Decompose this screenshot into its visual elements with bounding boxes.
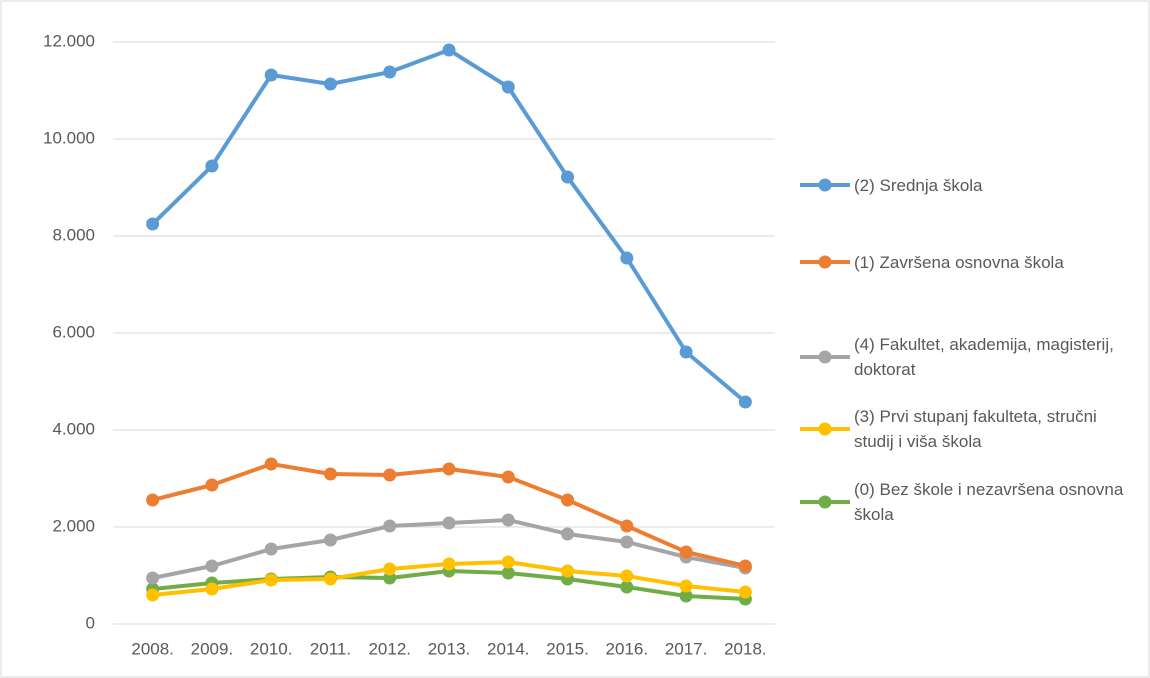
legend-dot <box>818 178 832 192</box>
data-point <box>620 580 634 594</box>
data-point <box>323 77 337 91</box>
data-point <box>561 527 575 541</box>
data-point <box>383 65 397 79</box>
x-tick-label: 2010. <box>250 639 293 658</box>
legend-item: (0) Bez škole i nezavršena osnovna škola <box>800 477 1140 527</box>
legend-marker <box>800 495 850 509</box>
y-tick-label: 4.000 <box>52 419 95 438</box>
data-point <box>146 588 160 602</box>
data-point <box>501 80 515 94</box>
data-point <box>383 571 397 585</box>
series <box>146 457 752 573</box>
x-tick-label: 2014. <box>487 639 530 658</box>
data-point <box>205 582 219 596</box>
data-point <box>146 493 160 507</box>
x-tick-label: 2013. <box>428 639 471 658</box>
legend-marker <box>800 255 850 269</box>
data-point <box>205 159 219 173</box>
data-point <box>205 478 219 492</box>
data-point <box>561 170 575 184</box>
legend-item: (3) Prvi stupanj fakulteta, stručni stud… <box>800 404 1140 454</box>
data-point <box>323 533 337 547</box>
data-point <box>679 545 693 559</box>
y-tick-label: 10.000 <box>43 128 95 147</box>
legend-dot <box>818 255 832 269</box>
data-point <box>383 468 397 482</box>
data-point <box>383 519 397 533</box>
data-point <box>383 562 397 576</box>
x-tick-label: 2011. <box>310 639 351 658</box>
legend-label: (4) Fakultet, akademija, magisterij, dok… <box>854 335 1114 379</box>
data-point <box>264 457 278 471</box>
y-tick-label: 8.000 <box>52 225 95 244</box>
legend-dot <box>818 350 832 364</box>
legend-marker <box>800 350 850 364</box>
legend-marker <box>800 422 850 436</box>
data-point <box>620 535 634 549</box>
x-tick-label: 2018. <box>724 639 767 658</box>
data-point <box>561 564 575 578</box>
legend-marker <box>800 178 850 192</box>
x-tick-label: 2008. <box>131 639 174 658</box>
data-point <box>620 251 634 265</box>
data-point <box>738 559 752 573</box>
data-point <box>679 579 693 593</box>
y-tick-label: 2.000 <box>52 516 95 535</box>
data-point <box>442 43 456 57</box>
y-tick-label: 0 <box>86 613 95 632</box>
legend-label: (1) Završena osnovna škola <box>854 252 1064 272</box>
data-point <box>501 555 515 569</box>
legend-label: (2) Srednja škola <box>854 175 983 195</box>
data-point <box>679 345 693 359</box>
data-point <box>501 566 515 580</box>
legend-label: (0) Bez škole i nezavršena osnovna škola <box>854 480 1124 524</box>
data-point <box>620 569 634 583</box>
data-point <box>264 573 278 587</box>
legend-item: (2) Srednja škola <box>800 173 1140 198</box>
data-point <box>679 589 693 603</box>
data-point <box>620 519 634 533</box>
data-point <box>146 571 160 585</box>
data-point <box>501 513 515 527</box>
x-tick-label: 2017. <box>665 639 708 658</box>
x-tick-label: 2012. <box>368 639 411 658</box>
data-point <box>264 542 278 556</box>
x-tick-label: 2009. <box>191 639 234 658</box>
x-tick-label: 2015. <box>546 639 589 658</box>
series-line <box>151 48 747 404</box>
data-point <box>561 493 575 507</box>
data-point <box>738 395 752 409</box>
legend-dot <box>818 495 832 509</box>
data-point <box>323 572 337 586</box>
legend-dot <box>818 422 832 436</box>
data-point <box>442 462 456 476</box>
y-tick-label: 6.000 <box>52 322 95 341</box>
data-point <box>442 516 456 530</box>
data-point <box>442 557 456 571</box>
legend-item: (1) Završena osnovna škola <box>800 250 1140 275</box>
data-point <box>205 559 219 573</box>
series <box>146 43 752 409</box>
series <box>146 555 752 602</box>
legend-item: (4) Fakultet, akademija, magisterij, dok… <box>800 332 1140 382</box>
x-tick-label: 2016. <box>606 639 649 658</box>
data-point <box>146 217 160 231</box>
data-point <box>738 585 752 599</box>
data-point <box>264 68 278 82</box>
y-tick-label: 12.000 <box>43 31 95 50</box>
data-point <box>323 467 337 481</box>
legend-label: (3) Prvi stupanj fakulteta, stručni stud… <box>854 407 1097 451</box>
data-point <box>501 470 515 484</box>
